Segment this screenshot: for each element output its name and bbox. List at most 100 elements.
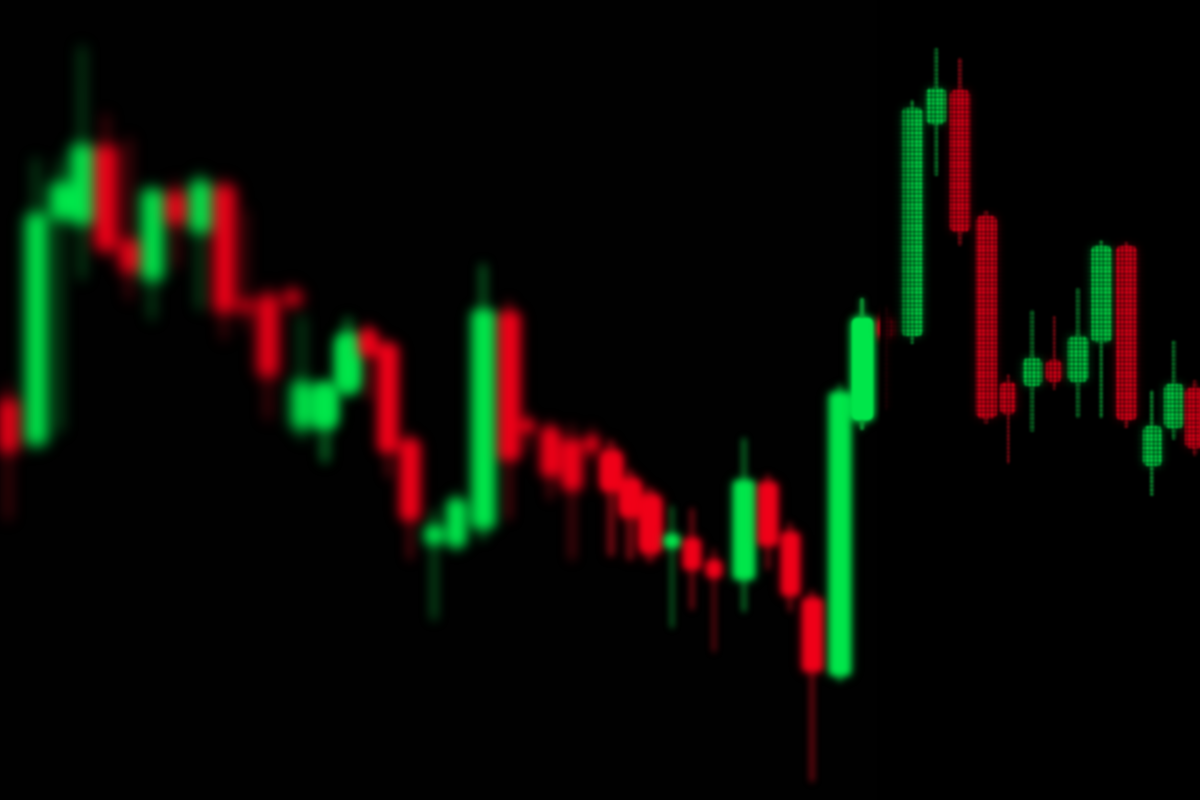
- candle-body: [425, 526, 443, 544]
- candlestick-48: [1090, 0, 1112, 800]
- candle-wick: [366, 322, 370, 400]
- candle-group-left: [0, 0, 358, 800]
- candle-wick: [198, 172, 202, 310]
- candle-body: [851, 318, 873, 420]
- candle-body: [1000, 382, 1016, 414]
- candlestick-51: [1164, 0, 1184, 800]
- candle-body: [521, 420, 535, 432]
- candle-body: [1090, 246, 1112, 342]
- candlestick-26: [585, 0, 599, 800]
- candlestick-1: [25, 0, 47, 800]
- candlestick-33: [733, 0, 755, 800]
- candle-wick: [127, 138, 131, 300]
- candle-body: [239, 300, 253, 312]
- candlestick-24: [540, 0, 560, 800]
- candle-wick: [432, 510, 436, 620]
- candle-body: [292, 382, 312, 428]
- candlestick-0: [0, 0, 18, 800]
- candle-body: [213, 186, 235, 312]
- candlestick-42: [950, 0, 970, 800]
- candle-body: [829, 392, 851, 676]
- candle-body: [585, 436, 599, 452]
- candlestick-11: [258, 0, 278, 800]
- candlestick-10: [239, 0, 253, 800]
- candle-body: [733, 480, 755, 580]
- candlestick-36: [801, 0, 823, 800]
- candle-body: [901, 108, 923, 336]
- candle-body: [1142, 426, 1162, 466]
- candlestick-21: [471, 0, 495, 800]
- candle-body: [1185, 388, 1200, 448]
- candlestick-35: [780, 0, 800, 800]
- candle-body: [0, 400, 18, 452]
- candle-body: [49, 183, 71, 219]
- candlestick-27: [601, 0, 621, 800]
- candle-body: [640, 496, 660, 552]
- candlestick-7: [166, 0, 186, 800]
- candlestick-29: [640, 0, 660, 800]
- chart-zone-mid-right: [601, 0, 893, 800]
- candle-wick: [58, 160, 62, 432]
- candle-body: [189, 182, 211, 232]
- candlestick-22: [498, 0, 520, 800]
- candle-body: [258, 296, 278, 376]
- candle-body: [1068, 336, 1088, 382]
- candlestick-50: [1142, 0, 1162, 800]
- candle-body: [683, 538, 701, 570]
- chart-zone-left-defocused: [0, 0, 358, 800]
- candlestick-23: [521, 0, 535, 800]
- candlestick-46: [1046, 0, 1062, 800]
- candle-body: [562, 440, 582, 490]
- candlestick-4: [95, 0, 117, 800]
- candle-wick: [609, 440, 613, 556]
- candle-body: [1115, 246, 1137, 420]
- candle-wick: [244, 210, 248, 330]
- candlestick-45: [1022, 0, 1042, 800]
- candlestick-47: [1068, 0, 1088, 800]
- candle-body: [950, 90, 970, 232]
- candle-group-mid-left: [315, 0, 660, 800]
- candle-wick: [570, 424, 574, 560]
- candle-body: [166, 192, 186, 224]
- candlestick-14: [315, 0, 335, 800]
- candle-body: [1022, 358, 1042, 386]
- candlestick-44: [1000, 0, 1016, 800]
- candle-body: [498, 312, 520, 460]
- candle-wick: [6, 384, 10, 520]
- candlestick-13: [292, 0, 312, 800]
- candlestick-25: [562, 0, 582, 800]
- candle-group-right: [851, 0, 1200, 800]
- candle-wick: [174, 180, 178, 268]
- candle-body: [358, 330, 378, 356]
- candlestick-15: [338, 0, 358, 800]
- candlestick-2: [49, 0, 71, 800]
- candle-wick: [712, 548, 716, 652]
- candle-body: [975, 216, 997, 418]
- candle-group-mid-right: [601, 0, 893, 800]
- candle-body: [664, 534, 680, 548]
- candle-body: [119, 240, 139, 272]
- candle-body: [780, 532, 800, 596]
- candle-body: [540, 428, 560, 476]
- candlestick-16: [358, 0, 378, 800]
- candlestick-40: [901, 0, 923, 800]
- chart-zone-right-sharp: [851, 0, 1200, 800]
- candle-body: [706, 560, 722, 578]
- candlestick-5: [119, 0, 139, 800]
- candlestick-31: [683, 0, 701, 800]
- candlestick-12: [282, 0, 302, 800]
- candle-body: [71, 145, 93, 224]
- candlestick-41: [926, 0, 946, 800]
- candle-body: [1164, 384, 1184, 428]
- candle-body: [879, 318, 893, 338]
- candlestick-34: [758, 0, 778, 800]
- candlestick-19: [425, 0, 443, 800]
- candlestick-32: [706, 0, 722, 800]
- candle-body: [1046, 360, 1062, 382]
- candlestick-9: [213, 0, 235, 800]
- candlestick-20: [446, 0, 466, 800]
- candle-body: [601, 452, 621, 490]
- candle-wick: [670, 506, 674, 628]
- candlestick-30: [664, 0, 680, 800]
- candlestick-8: [189, 0, 211, 800]
